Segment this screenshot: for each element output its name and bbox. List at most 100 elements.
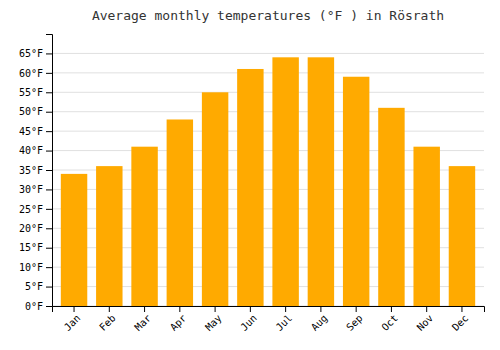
- y-tick-mark: [46, 267, 52, 268]
- plot-area: 0°F 5°F 10°F 15°F 20°F 25°F 30°F 35°F 40°F 45°F 50…: [19, 35, 485, 333]
- y-tick: 40°F: [19, 145, 52, 156]
- y-axis-line: [46, 35, 53, 307]
- bar: [61, 174, 87, 306]
- x-axis-line: [53, 307, 485, 313]
- x-tick-mark: [215, 306, 216, 312]
- x-tick: Sep: [344, 306, 365, 333]
- bar: [272, 57, 298, 306]
- y-tick-mark: [46, 189, 52, 190]
- y-tick: 50°F: [19, 106, 52, 117]
- y-tick: 60°F: [19, 68, 52, 79]
- y-tick-label: 25°F: [19, 204, 43, 215]
- y-tick: 25°F: [19, 204, 52, 215]
- x-tick-label: Aug: [309, 312, 330, 333]
- x-tick-mark: [391, 306, 392, 312]
- bar: [167, 119, 193, 306]
- bar: [343, 77, 369, 306]
- chart-svg: 0°F 5°F 10°F 15°F 20°F 25°F 30°F 35°F 40°F 45°F 50…: [0, 0, 500, 350]
- y-tick: 5°F: [25, 281, 52, 292]
- x-tick-label: Mar: [133, 312, 154, 333]
- grid-line: [52, 131, 484, 132]
- x-tick-label: Feb: [97, 312, 118, 333]
- x-tick-mark: [179, 306, 180, 312]
- x-tick-label: Oct: [379, 312, 400, 333]
- x-tick-mark: [144, 306, 145, 312]
- y-tick-label: 20°F: [19, 223, 43, 234]
- x-tick-label: Sep: [344, 312, 365, 333]
- y-tick-label: 35°F: [19, 165, 43, 176]
- y-tick-label: 30°F: [19, 184, 43, 195]
- y-tick-mark: [46, 170, 52, 171]
- y-tick-label: 40°F: [19, 145, 43, 156]
- grid: [52, 53, 484, 306]
- y-tick: 65°F: [19, 48, 52, 59]
- y-tick-mark: [46, 73, 52, 74]
- bar: [237, 69, 263, 306]
- x-tick: Apr: [168, 306, 189, 333]
- y-tick: 10°F: [19, 262, 52, 273]
- y-axis: 0°F 5°F 10°F 15°F 20°F 25°F 30°F 35°F 40°F 45°F 50…: [19, 35, 53, 312]
- y-tick-mark: [46, 228, 52, 229]
- y-tick-label: 60°F: [19, 68, 43, 79]
- y-tick-mark: [46, 151, 52, 152]
- x-tick: Jan: [62, 306, 83, 333]
- chart-container: 0°F 5°F 10°F 15°F 20°F 25°F 30°F 35°F 40°F 45°F 50…: [0, 0, 500, 350]
- y-tick-mark: [46, 92, 52, 93]
- x-tick: Feb: [97, 306, 118, 333]
- bar: [413, 147, 439, 306]
- x-tick-mark: [109, 306, 110, 312]
- y-tick-mark: [46, 209, 52, 210]
- x-tick: Dec: [450, 306, 471, 333]
- y-tick-label: 15°F: [19, 242, 43, 253]
- bar: [308, 57, 334, 306]
- y-tick-mark: [46, 53, 52, 54]
- bar: [202, 92, 228, 306]
- x-tick-mark: [356, 306, 357, 312]
- x-tick-mark: [74, 306, 75, 312]
- y-tick: 55°F: [19, 87, 52, 98]
- y-tick-label: 5°F: [25, 281, 43, 292]
- y-tick-label: 45°F: [19, 126, 43, 137]
- title: Average monthly temperatures (°F ) in Rö…: [92, 8, 444, 23]
- x-tick: May: [203, 306, 224, 333]
- y-tick-mark: [46, 306, 52, 307]
- x-tick-mark: [320, 306, 321, 312]
- x-tick-label: Nov: [415, 312, 436, 333]
- x-tick-label: Dec: [450, 312, 471, 333]
- y-tick: 35°F: [19, 165, 52, 176]
- y-tick-label: 55°F: [19, 87, 43, 98]
- x-tick-label: Jan: [62, 312, 83, 333]
- y-tick: 15°F: [19, 242, 52, 253]
- bar: [449, 166, 475, 306]
- y-tick-mark: [46, 112, 52, 113]
- x-tick: Nov: [415, 306, 436, 333]
- y-tick: 20°F: [19, 223, 52, 234]
- y-tick: 30°F: [19, 184, 52, 195]
- x-tick-label: Jun: [238, 312, 259, 333]
- y-tick-label: 65°F: [19, 48, 43, 59]
- x-tick-mark: [426, 306, 427, 312]
- grid-line: [52, 111, 484, 112]
- y-tick-label: 50°F: [19, 106, 43, 117]
- x-tick: Aug: [309, 306, 330, 333]
- y-tick-label: 0°F: [25, 301, 43, 312]
- x-tick-label: May: [203, 312, 224, 333]
- x-tick-label: Apr: [168, 312, 189, 333]
- x-tick: Mar: [133, 306, 154, 333]
- bar: [96, 166, 122, 306]
- grid-line: [52, 72, 484, 73]
- x-tick-mark: [285, 306, 286, 312]
- x-axis: Jan Feb Mar Apr May Jun Jul Aug Sep Oct Nov Dec: [53, 306, 485, 333]
- x-tick-label: Jul: [274, 312, 295, 333]
- bar: [131, 147, 157, 306]
- grid-line: [52, 53, 484, 54]
- grid-line: [52, 92, 484, 93]
- x-tick: Oct: [379, 306, 400, 333]
- y-tick-label: 10°F: [19, 262, 43, 273]
- y-tick-mark: [46, 287, 52, 288]
- y-tick: 0°F: [25, 301, 52, 312]
- y-tick-mark: [46, 248, 52, 249]
- y-tick: 45°F: [19, 126, 52, 137]
- marks: [61, 57, 475, 306]
- x-tick-mark: [250, 306, 251, 312]
